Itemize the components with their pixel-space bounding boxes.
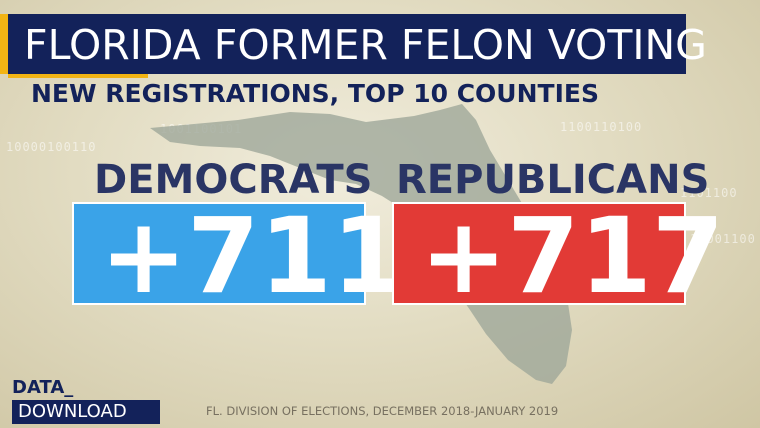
background-binary-pattern: 1101100 [680, 186, 738, 200]
brand-logo-bottom: DOWNLOAD [12, 400, 160, 424]
democrats-count-box: +711 [72, 202, 404, 308]
page-subtitle: NEW REGISTRATIONS, TOP 10 COUNTIES [31, 79, 599, 108]
source-note: FL. DIVISION OF ELECTIONS, DECEMBER 2018… [206, 404, 559, 418]
republicans-count-box: +717 [392, 202, 724, 308]
democrats-count: +711 [100, 195, 405, 317]
background-binary-pattern: 10000100110 [6, 140, 97, 154]
republicans-label: REPUBLICANS [396, 157, 710, 203]
brand-logo-top: DATA_ [12, 377, 74, 398]
title-accent-bar [0, 14, 8, 74]
background-binary-pattern: 10001100 [690, 232, 756, 246]
brand-logo-bottom-text: DOWNLOAD [18, 401, 127, 422]
title-accent-underline [8, 74, 148, 78]
democrats-label: DEMOCRATS [94, 157, 373, 203]
page-title: FLORIDA FORMER FELON VOTING [24, 21, 707, 69]
title-banner [8, 14, 686, 74]
republicans-count: +717 [420, 195, 725, 317]
background-binary-pattern: 1100110100 [560, 120, 643, 134]
